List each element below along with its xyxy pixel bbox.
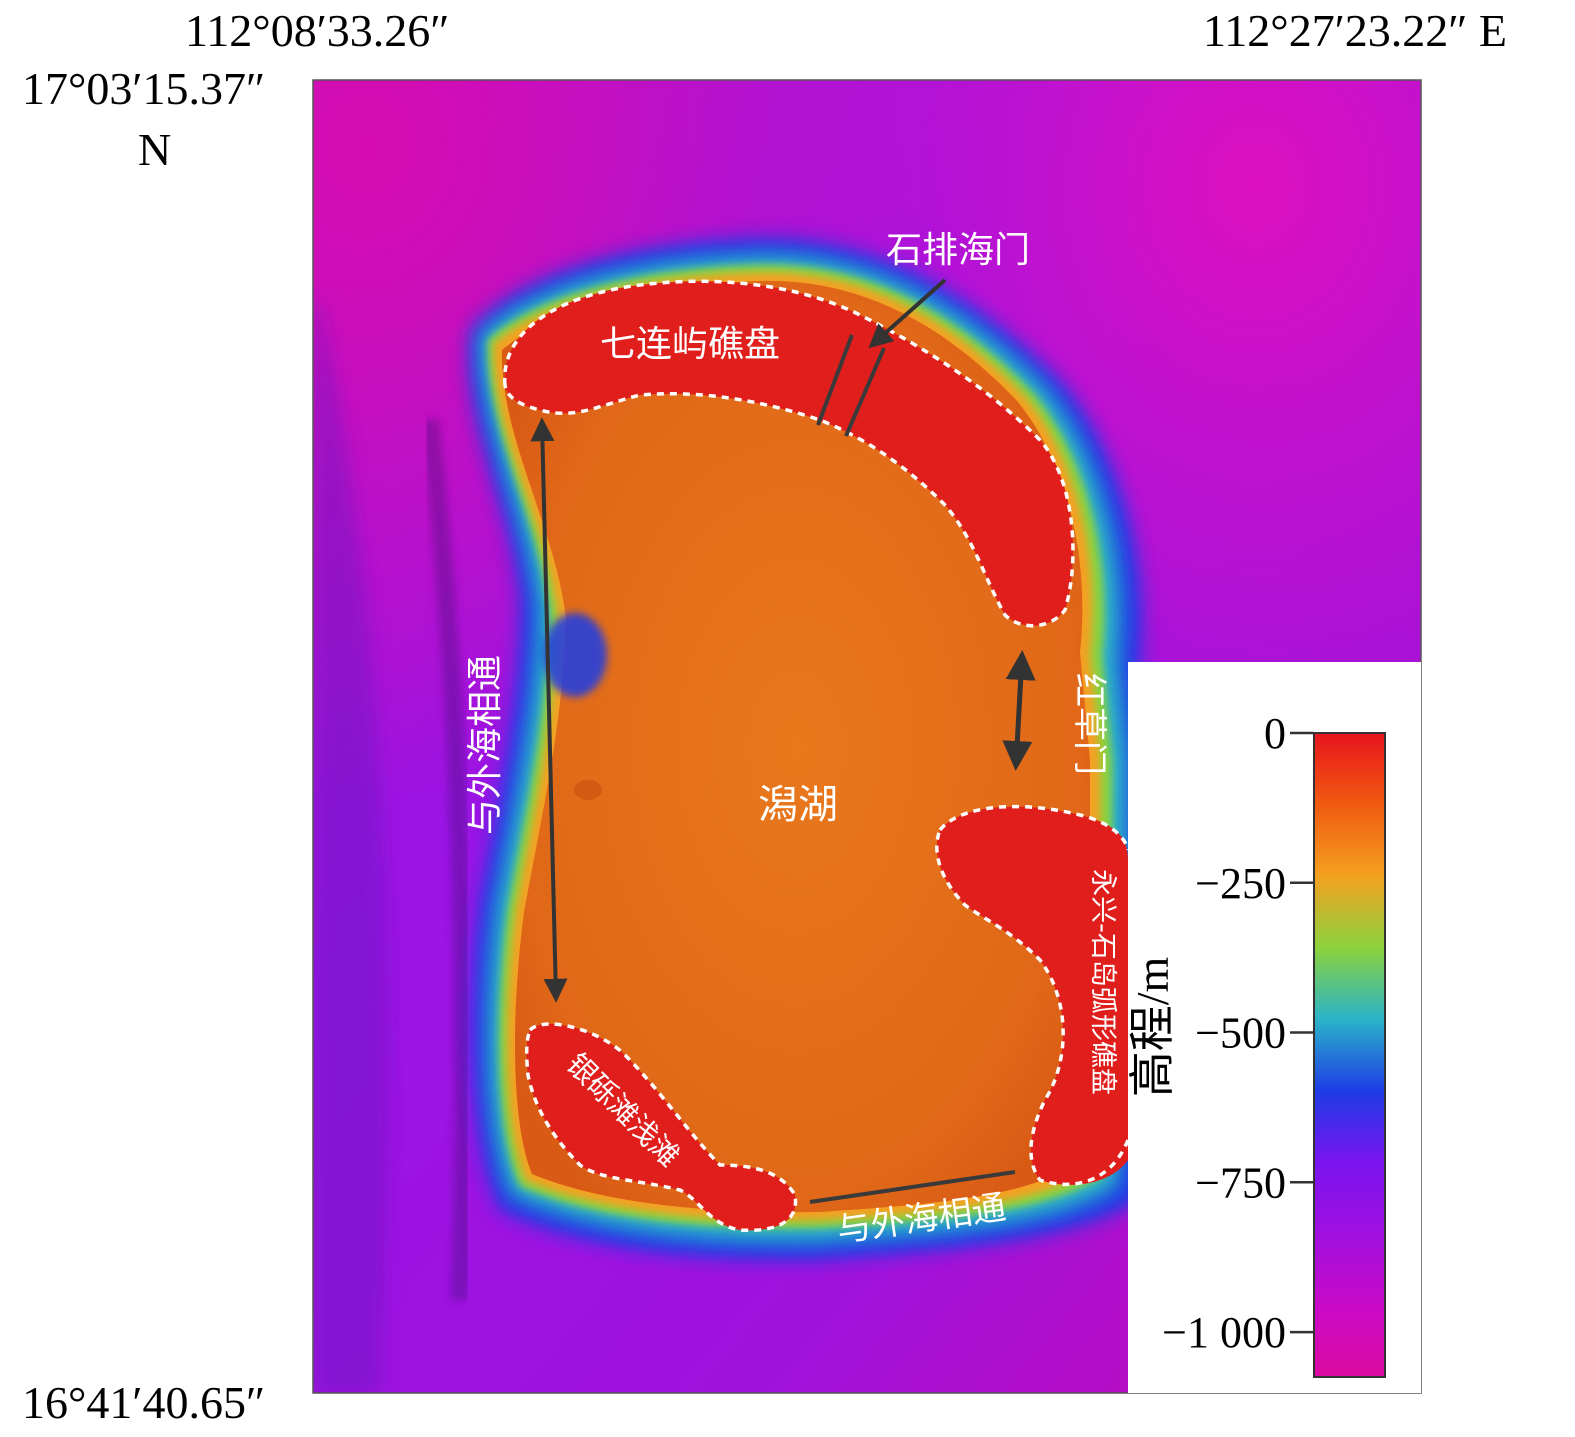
north-suffix: N bbox=[138, 124, 172, 175]
legend-panel: 0 −250 −500 −750 −1 000 高程/m bbox=[1127, 662, 1421, 1393]
yinli-shoal-flat bbox=[526, 1024, 796, 1231]
legend-tick-label: −1 000 bbox=[1162, 1308, 1286, 1357]
shipai-gate-line-1 bbox=[816, 334, 854, 426]
shipai-gate-label: 石排海门 bbox=[886, 230, 1030, 271]
legend-ticks: 0 −250 −500 −750 −1 000 bbox=[1162, 709, 1314, 1357]
legend-tick-label: −750 bbox=[1195, 1158, 1286, 1207]
qilianyu-reef-flat bbox=[504, 281, 1073, 626]
shipai-gate-arrow bbox=[868, 278, 947, 349]
top-right-longitude: 112°27′23.22″ E bbox=[1203, 5, 1508, 56]
legend-tick-label: −250 bbox=[1195, 859, 1286, 908]
outer-sea-left-label: 与外海相通 bbox=[465, 655, 506, 835]
lagoon-label: 潟湖 bbox=[758, 782, 838, 828]
outer-sea-left-arrow bbox=[530, 417, 568, 1003]
top-latitude: 17°03′15.37″ bbox=[22, 63, 266, 114]
bottom-latitude: 16°41′40.65″ bbox=[22, 1377, 266, 1428]
outer-sea-bottom-line bbox=[809, 1170, 1016, 1204]
yongxing-reef-flat bbox=[936, 806, 1128, 1185]
qilianyu-reef-label: 七连屿礁盘 bbox=[600, 324, 780, 365]
legend-title: 高程/m bbox=[1127, 957, 1178, 1098]
color-bar bbox=[1313, 732, 1386, 1378]
shipai-gate-line-2 bbox=[844, 347, 886, 437]
legend-tick-label: −500 bbox=[1195, 1009, 1286, 1058]
top-left-longitude: 112°08′33.26″ bbox=[185, 5, 450, 56]
yongxing-reef-label: 永兴-石岛弧形礁盘 bbox=[1087, 869, 1118, 1095]
legend-tick-label: 0 bbox=[1264, 709, 1286, 758]
hongcao-gate-label: 红草门 bbox=[1069, 673, 1109, 775]
hongcao-gate-arrow bbox=[1002, 650, 1036, 771]
